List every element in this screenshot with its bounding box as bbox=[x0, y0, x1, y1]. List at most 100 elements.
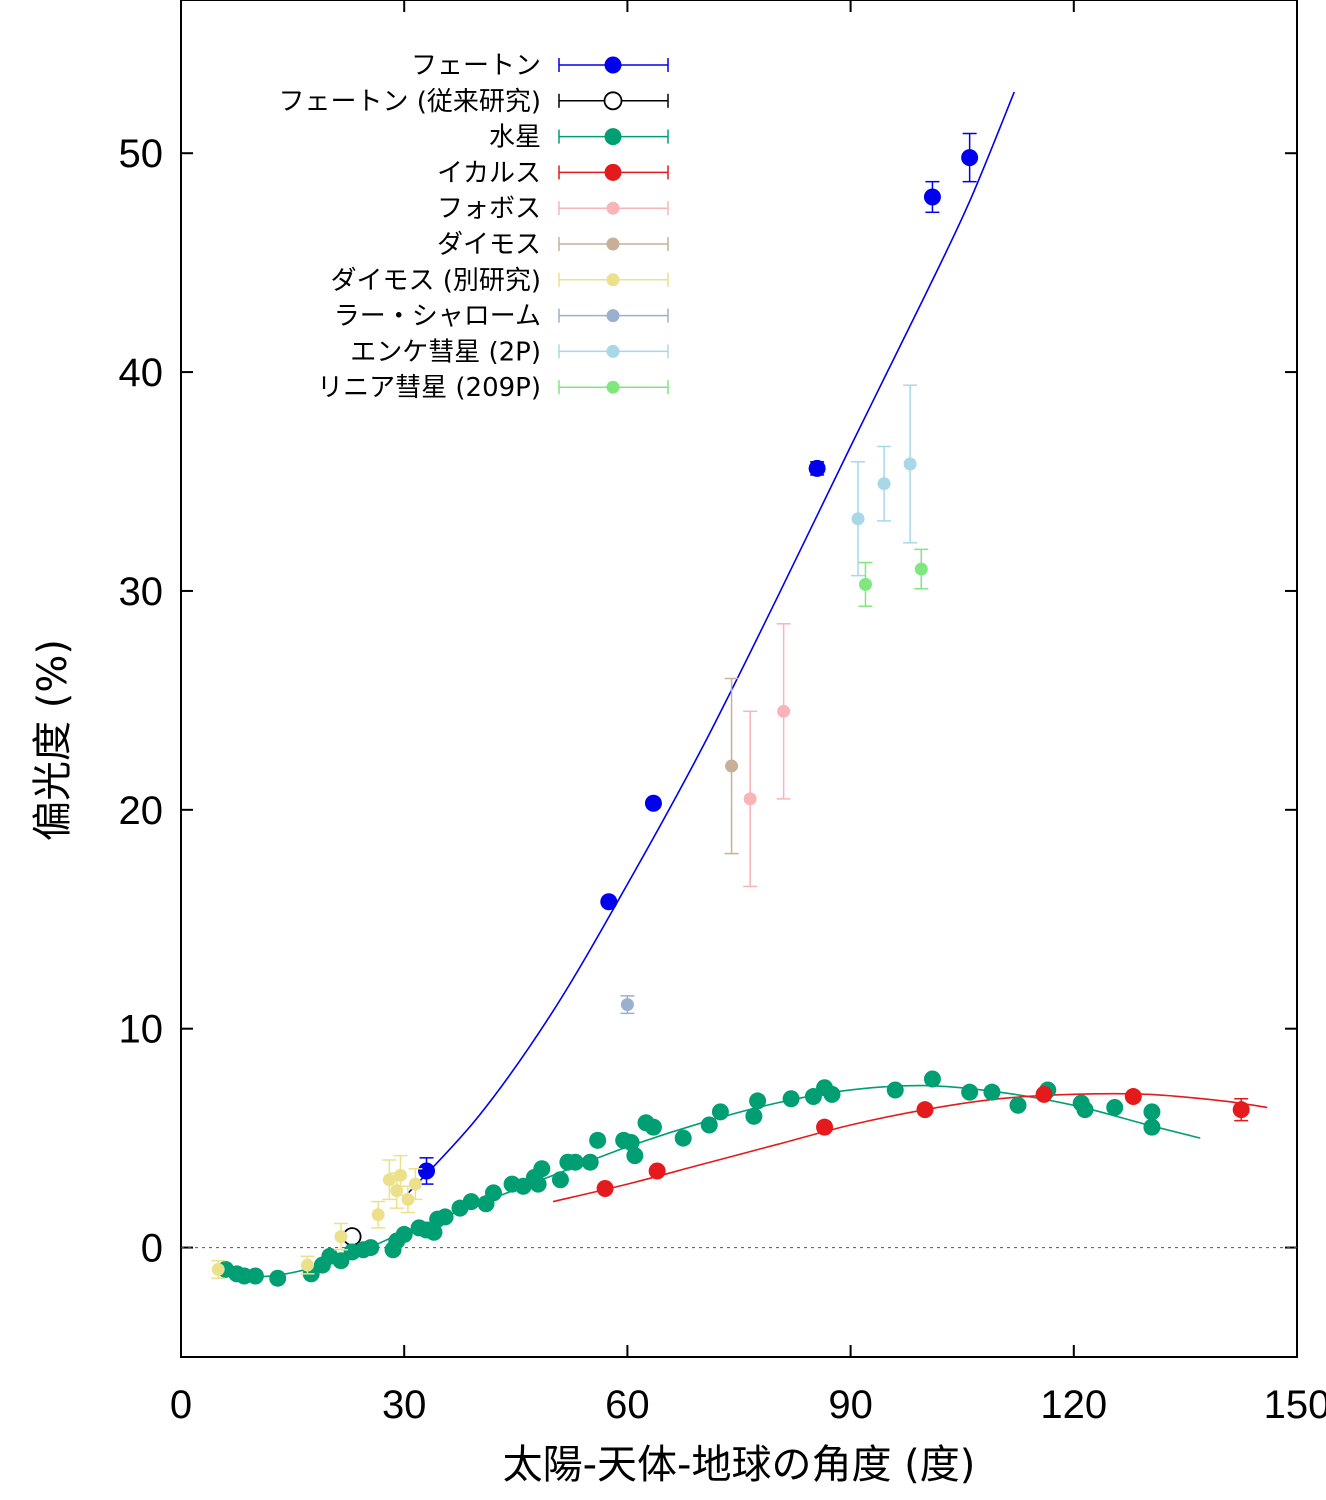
data-point-series-2 bbox=[246, 1267, 264, 1285]
data-point-series-2 bbox=[533, 1160, 551, 1178]
data-point-series-2 bbox=[484, 1184, 502, 1202]
data-point-series-2 bbox=[1009, 1096, 1027, 1114]
legend-label: ダイモス bbox=[437, 230, 541, 260]
data-point-series-3 bbox=[1035, 1085, 1053, 1103]
data-point-series-6 bbox=[300, 1258, 314, 1272]
data-point-series-2 bbox=[581, 1153, 599, 1171]
x-tick-label: 60 bbox=[605, 1383, 650, 1427]
data-point-series-2 bbox=[551, 1171, 569, 1189]
data-point-series-7 bbox=[620, 998, 634, 1012]
data-point-series-2 bbox=[674, 1129, 692, 1147]
data-point-series-2 bbox=[589, 1131, 607, 1149]
data-point-series-2 bbox=[983, 1083, 1001, 1101]
plot-frame bbox=[180, 0, 1298, 1358]
data-point-series-2 bbox=[566, 1153, 584, 1171]
data-point-series-6 bbox=[371, 1208, 385, 1222]
data-point-series-0 bbox=[961, 149, 979, 167]
legend-marker bbox=[606, 237, 620, 251]
data-point-series-6 bbox=[401, 1192, 415, 1206]
data-point-series-0 bbox=[600, 893, 618, 911]
fit-curve-0 bbox=[403, 91, 1016, 1198]
x-tick-label: 0 bbox=[170, 1383, 192, 1427]
legend-label: エンケ彗星 (2P) bbox=[350, 337, 541, 367]
data-point-series-4 bbox=[777, 704, 791, 718]
data-point-series-0 bbox=[644, 794, 662, 812]
data-points bbox=[211, 132, 1250, 1287]
data-point-series-2 bbox=[886, 1081, 904, 1099]
data-point-series-0 bbox=[418, 1162, 436, 1180]
legend-marker bbox=[606, 309, 620, 323]
y-tick-label: 40 bbox=[119, 351, 164, 395]
data-point-series-3 bbox=[1124, 1088, 1142, 1106]
legend-marker bbox=[604, 128, 622, 146]
data-point-series-2 bbox=[462, 1193, 480, 1211]
data-point-series-2 bbox=[269, 1269, 287, 1287]
legend-label: 水星 bbox=[489, 123, 541, 153]
legend-marker bbox=[604, 56, 622, 74]
data-point-series-2 bbox=[1106, 1098, 1124, 1116]
data-point-series-9 bbox=[914, 562, 928, 576]
data-point-series-2 bbox=[436, 1208, 454, 1226]
x-tick-label: 30 bbox=[382, 1383, 427, 1427]
data-point-series-6 bbox=[393, 1168, 407, 1182]
data-point-series-2 bbox=[622, 1134, 640, 1152]
legend-marker bbox=[606, 344, 620, 358]
data-point-series-8 bbox=[903, 457, 917, 471]
data-point-series-2 bbox=[961, 1083, 979, 1101]
data-point-series-0 bbox=[923, 188, 941, 206]
axis-ticks: 0 30 60 90 120 150 0 10 20 30 40 50 bbox=[119, 0, 1326, 1427]
data-point-series-8 bbox=[877, 477, 891, 491]
legend-label: リニア彗星 (209P) bbox=[317, 373, 541, 403]
data-point-series-8 bbox=[851, 512, 865, 526]
x-tick-label: 120 bbox=[1040, 1383, 1107, 1427]
data-point-series-0 bbox=[808, 459, 826, 477]
data-point-series-2 bbox=[1143, 1118, 1161, 1136]
data-point-series-2 bbox=[745, 1107, 763, 1125]
data-point-series-6 bbox=[211, 1262, 225, 1276]
y-tick-label: 20 bbox=[119, 789, 164, 833]
legend-label: ラー・シャローム bbox=[334, 302, 541, 332]
legend-label: イカルス bbox=[437, 158, 541, 188]
legend-label: フォボス bbox=[437, 194, 541, 224]
data-point-series-3 bbox=[816, 1118, 834, 1136]
data-point-series-2 bbox=[1143, 1103, 1161, 1121]
data-point-series-2 bbox=[626, 1147, 644, 1165]
y-tick-label: 50 bbox=[119, 132, 164, 176]
data-point-series-2 bbox=[749, 1092, 767, 1110]
data-point-series-2 bbox=[700, 1116, 718, 1134]
data-point-series-2 bbox=[711, 1103, 729, 1121]
x-tick-label: 150 bbox=[1264, 1383, 1326, 1427]
y-tick-label: 30 bbox=[119, 570, 164, 614]
data-point-series-3 bbox=[916, 1101, 934, 1119]
y-tick-label: 10 bbox=[119, 1008, 164, 1052]
legend-marker bbox=[603, 91, 623, 111]
data-point-series-2 bbox=[782, 1090, 800, 1108]
data-point-series-3 bbox=[1232, 1101, 1250, 1119]
legend-marker bbox=[604, 163, 622, 181]
data-point-series-4 bbox=[743, 792, 757, 806]
data-point-series-3 bbox=[596, 1179, 614, 1197]
data-point-series-6 bbox=[382, 1173, 396, 1187]
data-point-series-6 bbox=[408, 1177, 422, 1191]
x-axis-title: 太陽-天体-地球の角度 (度) bbox=[503, 1442, 976, 1488]
y-tick-label: 0 bbox=[141, 1227, 163, 1271]
data-point-series-2 bbox=[644, 1118, 662, 1136]
data-point-series-5 bbox=[725, 759, 739, 773]
data-point-series-2 bbox=[1076, 1101, 1094, 1119]
data-point-series-2 bbox=[923, 1070, 941, 1088]
data-point-series-6 bbox=[334, 1230, 348, 1244]
legend-marker bbox=[606, 201, 620, 215]
legend-label: ダイモス (別研究) bbox=[330, 266, 541, 296]
y-axis-title: 偏光度 (%) bbox=[30, 639, 76, 841]
data-point-series-2 bbox=[823, 1085, 841, 1103]
legend-label: フェートン (従来研究) bbox=[278, 87, 541, 117]
data-point-series-2 bbox=[395, 1225, 413, 1243]
data-point-series-9 bbox=[858, 577, 872, 591]
data-point-series-2 bbox=[529, 1175, 547, 1193]
data-point-series-3 bbox=[648, 1162, 666, 1180]
data-point-series-2 bbox=[362, 1239, 380, 1257]
legend-marker bbox=[606, 380, 620, 394]
x-tick-label: 90 bbox=[828, 1383, 873, 1427]
legend-label: フェートン bbox=[411, 51, 541, 81]
